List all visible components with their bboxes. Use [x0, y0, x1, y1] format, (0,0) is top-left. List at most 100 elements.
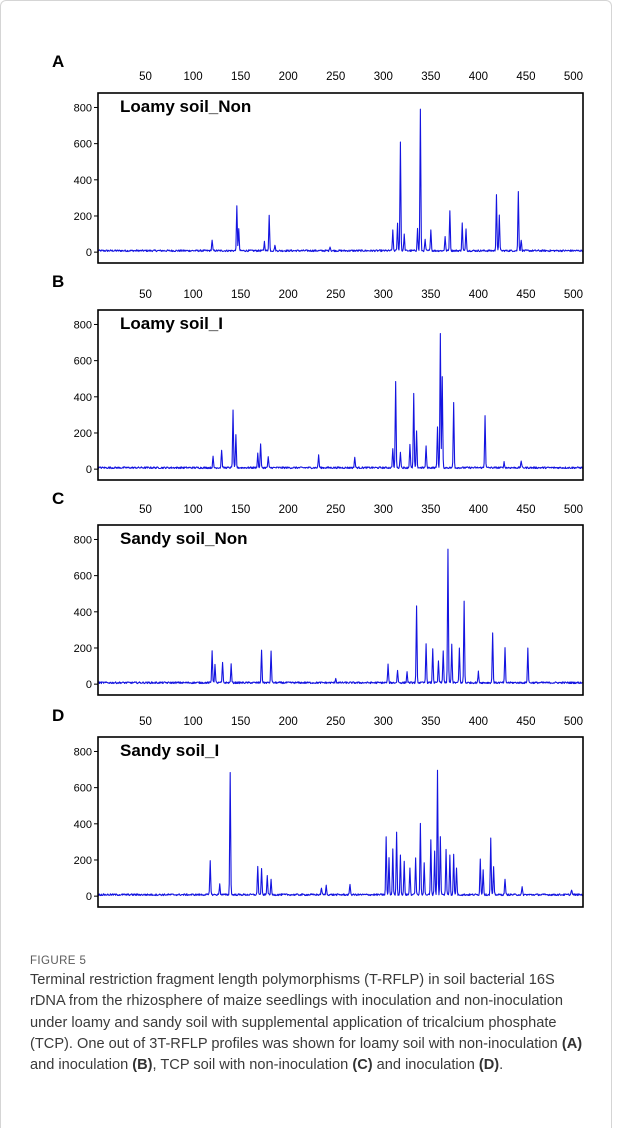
y-tick-label: 600 [74, 571, 92, 583]
x-tick-label: 400 [469, 289, 488, 301]
peak-point [321, 887, 322, 888]
peak-point [409, 444, 410, 445]
peak-point [438, 660, 439, 661]
peak-point [210, 860, 211, 861]
x-tick-label: 100 [184, 289, 203, 301]
caption-panel-ref: (A) [561, 1035, 583, 1052]
peak-point [430, 228, 431, 229]
panel-label: B [52, 272, 64, 291]
peak-point [420, 109, 421, 110]
panel-label: C [52, 489, 64, 508]
y-tick-label: 400 [74, 392, 92, 404]
peak-point [432, 648, 433, 649]
peak-point [349, 883, 350, 884]
x-tick-label: 500 [564, 289, 583, 301]
peak-point [212, 239, 213, 240]
x-tick-label: 150 [231, 504, 250, 516]
peak-point [261, 650, 262, 651]
caption-panel-ref: (D) [478, 1057, 500, 1074]
x-tick-label: 50 [139, 716, 152, 728]
y-tick-label: 600 [74, 356, 92, 368]
peak-point [483, 869, 484, 870]
peak-point [480, 858, 481, 859]
peak-point [416, 431, 417, 432]
x-tick-label: 350 [421, 504, 440, 516]
peak-point [396, 831, 397, 832]
peak-point [503, 462, 504, 463]
peak-point [425, 642, 426, 643]
peak-point [260, 443, 261, 444]
peak-point [232, 409, 233, 410]
x-tick-label: 500 [564, 504, 583, 516]
peak-point [522, 887, 523, 888]
y-tick-label: 400 [74, 175, 92, 187]
peak-point [499, 214, 500, 215]
peak-point [409, 867, 410, 868]
peak-point [415, 858, 416, 859]
y-tick-label: 400 [74, 819, 92, 831]
peak-point [504, 648, 505, 649]
x-tick-label: 450 [516, 289, 535, 301]
peak-point [406, 671, 407, 672]
y-tick-label: 600 [74, 783, 92, 795]
peak-point [478, 671, 479, 672]
peak-point [445, 849, 446, 850]
panel-label: D [52, 706, 64, 725]
peak-point [269, 215, 270, 216]
y-tick-label: 800 [74, 746, 92, 758]
plot-frame [97, 524, 584, 696]
x-tick-label: 100 [184, 71, 203, 83]
x-tick-label: 100 [184, 504, 203, 516]
peak-point [235, 435, 236, 436]
peak-point [527, 648, 528, 649]
x-tick-label: 50 [139, 504, 152, 516]
peak-point [400, 451, 401, 452]
peak-point [571, 889, 572, 890]
caption-segment: . [499, 1057, 504, 1074]
peak-point [214, 664, 215, 665]
peak-point [221, 449, 222, 450]
peak-point [354, 456, 355, 457]
peak-point [459, 648, 460, 649]
x-tick-label: 50 [139, 71, 152, 83]
caption-segment: and inoculation [372, 1057, 479, 1074]
y-tick-label: 400 [74, 607, 92, 619]
peak-point [400, 854, 401, 855]
x-tick-label: 250 [326, 504, 345, 516]
panel-title: Loamy soil_I [120, 314, 223, 333]
x-tick-label: 150 [231, 716, 250, 728]
peak-point [420, 824, 421, 825]
x-tick-label: 350 [421, 716, 440, 728]
peak-point [257, 865, 258, 866]
y-tick-label: 800 [74, 319, 92, 331]
peak-point [449, 854, 450, 855]
series-line [97, 769, 584, 897]
panel-title: Loamy soil_Non [120, 97, 251, 116]
x-tick-label: 450 [516, 71, 535, 83]
y-tick-label: 200 [74, 428, 92, 440]
peak-point [456, 867, 457, 868]
peak-point [434, 851, 435, 852]
peak-point [392, 230, 393, 231]
peak-point [397, 669, 398, 670]
panel-title: Sandy soil_I [120, 741, 219, 760]
peak-point [212, 456, 213, 457]
peak-point [462, 223, 463, 224]
y-tick-label: 200 [74, 211, 92, 223]
peak-point [453, 402, 454, 403]
x-tick-label: 300 [374, 71, 393, 83]
caption-text: Terminal restriction fragment length pol… [30, 970, 590, 1076]
peak-point [464, 601, 465, 602]
x-tick-label: 300 [374, 716, 393, 728]
peak-point [496, 194, 497, 195]
x-tick-label: 450 [516, 716, 535, 728]
x-tick-label: 400 [469, 504, 488, 516]
peak-point [404, 862, 405, 863]
peak-point [264, 241, 265, 242]
caption-panel-ref: (C) [352, 1057, 373, 1074]
series-line [97, 548, 584, 685]
figure-caption: FIGURE 5 Terminal restriction fragment l… [30, 955, 590, 1076]
caption-panel-ref: (B) [132, 1057, 153, 1074]
peak-point [392, 849, 393, 850]
x-tick-label: 300 [374, 504, 393, 516]
